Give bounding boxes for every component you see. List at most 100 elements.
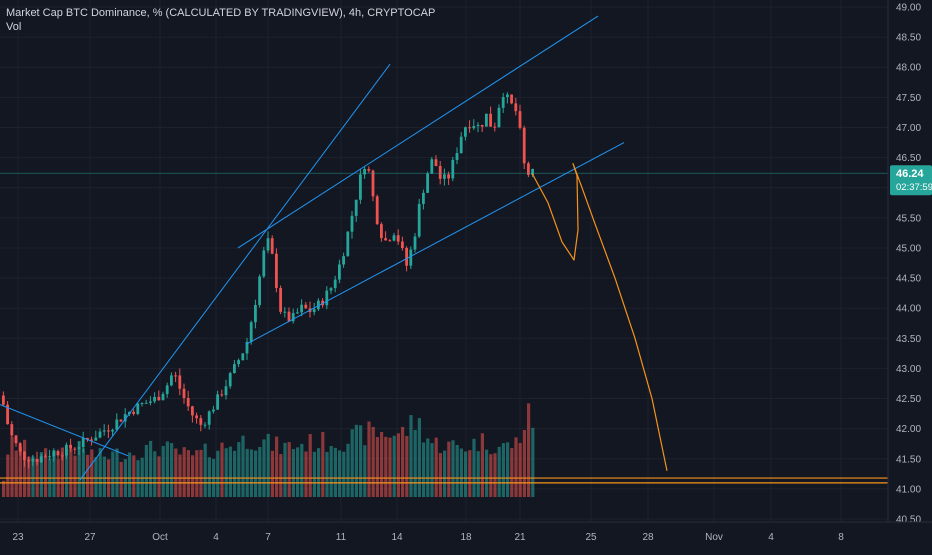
volume-bar: [317, 448, 321, 497]
volume-bar: [182, 447, 186, 497]
candle: [346, 230, 350, 257]
steep-trendline-trendline[interactable]: [79, 63, 391, 481]
x-tick-label: 7: [265, 532, 271, 543]
volume-bar: [405, 435, 409, 497]
volume-bar: [224, 448, 228, 497]
volume-bar: [392, 435, 396, 497]
x-tick-label: Oct: [152, 532, 168, 543]
volume-bar: [501, 443, 505, 497]
volume-bar: [207, 457, 211, 497]
candle: [237, 358, 240, 368]
y-tick-label: 44.00: [896, 304, 921, 315]
candle: [144, 399, 148, 404]
candle: [522, 125, 526, 170]
y-tick-label: 44.50: [896, 274, 921, 285]
candle: [518, 104, 522, 130]
candle: [115, 413, 119, 432]
volume-bar: [86, 454, 90, 497]
volume-bar: [77, 440, 81, 497]
volume-bar: [522, 429, 526, 497]
x-tick-label: 4: [768, 532, 774, 543]
volume-bar: [430, 443, 434, 497]
candle: [39, 453, 43, 464]
volume-bar: [165, 441, 169, 497]
candle: [443, 168, 446, 186]
volume-bar: [170, 443, 174, 497]
volume-bar: [102, 456, 106, 497]
early-downtrend-trendline[interactable]: [0, 404, 129, 457]
volume-bar: [44, 448, 48, 497]
candle: [464, 126, 467, 141]
candle: [119, 419, 123, 423]
x-tick-label: 28: [642, 532, 654, 543]
candle: [191, 405, 194, 423]
channel-lower-trendline[interactable]: [245, 142, 625, 345]
candle: [254, 299, 257, 329]
volume-bar: [527, 403, 531, 497]
candle: [392, 232, 396, 242]
volume-bar: [514, 437, 518, 497]
volume-indicator-label[interactable]: Vol: [6, 21, 22, 33]
y-tick-label: 45.00: [896, 243, 921, 254]
candle: [497, 104, 501, 128]
channel-upper-trendline[interactable]: [237, 15, 599, 249]
volume-bar: [338, 450, 342, 497]
volume-bar: [98, 448, 102, 497]
candle: [300, 299, 303, 317]
volume-bar: [472, 438, 476, 497]
time-axis[interactable]: 23 27 Oct 4 7 11 14 18 21 25 28 Nov 4 8: [0, 521, 932, 543]
volume-bar: [388, 437, 392, 497]
volume-bar: [464, 451, 468, 497]
chart-legend: Market Cap BTC Dominance, % (CALCULATED …: [6, 6, 435, 34]
candle: [224, 379, 228, 400]
candle: [493, 122, 497, 132]
candle: [35, 451, 39, 466]
volume-bar: [119, 461, 123, 497]
volume-bar: [94, 457, 98, 497]
candle: [10, 421, 14, 438]
candle: [241, 353, 245, 361]
price-axis-bg: [888, 0, 932, 550]
volume-bar: [384, 436, 388, 497]
volume-bar: [237, 442, 241, 497]
volume-bar: [283, 442, 287, 497]
volume-bar: [115, 448, 119, 497]
candle: [312, 302, 316, 316]
volume-bar: [174, 448, 178, 497]
candle: [102, 424, 106, 436]
volume-bar: [350, 429, 354, 497]
volume-bar: [434, 437, 438, 497]
candle: [325, 286, 329, 310]
volume-bar: [249, 449, 253, 497]
volume-bar: [300, 443, 304, 497]
x-tick-label: 21: [514, 532, 526, 543]
y-tick-label: 42.50: [896, 394, 921, 405]
candle: [6, 400, 9, 425]
candle: [506, 92, 509, 104]
price-axis[interactable]: 49.0048.5048.0047.5047.0046.5046.0045.50…: [887, 0, 932, 550]
volume-bar: [459, 448, 463, 497]
candle: [401, 236, 404, 251]
candle: [195, 412, 198, 424]
drawings[interactable]: [0, 15, 888, 484]
candle: [455, 147, 459, 165]
candle: [14, 434, 18, 447]
projection-path[interactable]: [531, 163, 668, 471]
volume-bar: [195, 450, 199, 497]
candle: [69, 438, 72, 452]
candle: [233, 360, 236, 374]
volume-bar: [321, 431, 325, 497]
candle: [283, 307, 287, 318]
volume-bar: [375, 437, 379, 497]
candle: [23, 451, 26, 467]
candle: [48, 449, 51, 461]
volume-bar: [262, 439, 266, 497]
volume-bar: [354, 424, 358, 497]
candle: [510, 94, 513, 105]
volume-bar: [161, 446, 165, 497]
volume-bar: [23, 439, 27, 497]
x-tick-label: 4: [213, 532, 219, 543]
candle: [480, 124, 484, 133]
